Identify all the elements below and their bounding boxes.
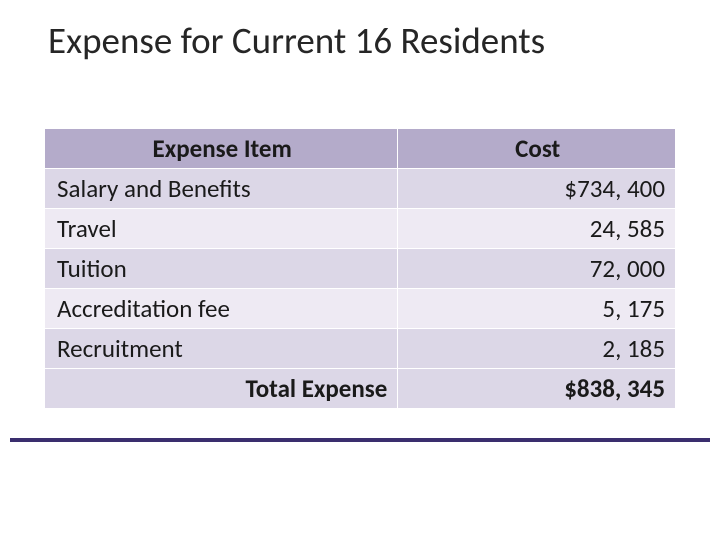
- cell-cost: 2, 185: [398, 329, 676, 369]
- slide: Expense for Current 16 Residents Expense…: [0, 0, 720, 540]
- cell-item: Salary and Benefits: [45, 169, 398, 209]
- cell-cost: 5, 175: [398, 289, 676, 329]
- table-row: Accreditation fee 5, 175: [45, 289, 676, 329]
- cell-cost: 72, 000: [398, 249, 676, 289]
- cell-item: Recruitment: [45, 329, 398, 369]
- divider-rule: [10, 438, 710, 442]
- cell-total-label: Total Expense: [45, 369, 398, 409]
- cell-item: Travel: [45, 209, 398, 249]
- col-header-cost: Cost: [398, 129, 676, 169]
- page-title: Expense for Current 16 Residents: [48, 18, 680, 63]
- col-header-item: Expense Item: [45, 129, 398, 169]
- table-row: Recruitment 2, 185: [45, 329, 676, 369]
- cell-item: Accreditation fee: [45, 289, 398, 329]
- table-row: Tuition 72, 000: [45, 249, 676, 289]
- table-row: Travel 24, 585: [45, 209, 676, 249]
- cell-cost: $734, 400: [398, 169, 676, 209]
- expense-table: Expense Item Cost Salary and Benefits $7…: [44, 128, 676, 409]
- table-header-row: Expense Item Cost: [45, 129, 676, 169]
- cell-cost: 24, 585: [398, 209, 676, 249]
- cell-item: Tuition: [45, 249, 398, 289]
- table-row: Salary and Benefits $734, 400: [45, 169, 676, 209]
- cell-total-value: $838, 345: [398, 369, 676, 409]
- table-total-row: Total Expense $838, 345: [45, 369, 676, 409]
